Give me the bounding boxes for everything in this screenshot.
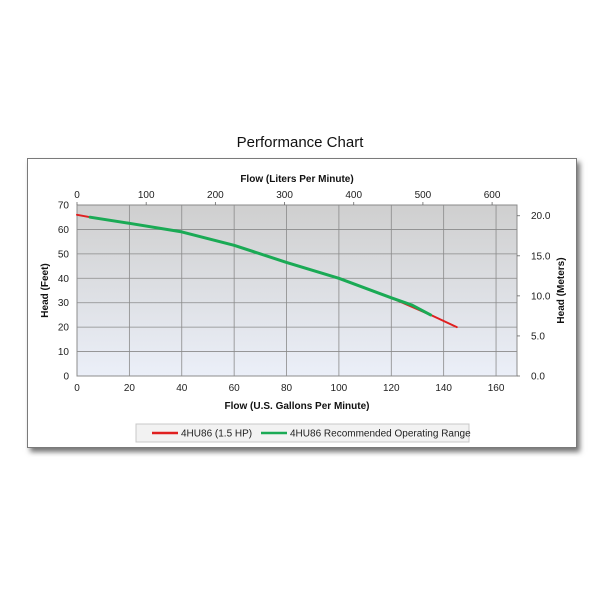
x-tick-label: 80 <box>281 383 293 394</box>
y-tick-label: 40 <box>58 274 70 285</box>
chart-title: Performance Chart <box>236 134 364 151</box>
x2-tick-label: 200 <box>207 190 224 201</box>
left-axis-label: Head (Feet) <box>40 263 51 317</box>
y-tick-label: 10 <box>58 347 70 358</box>
legend: 4HU86 (1.5 HP) 4HU86 Recommended Operati… <box>135 423 471 443</box>
legend-label-4hu86: 4HU86 (1.5 HP) <box>181 429 252 440</box>
y-tick-label: 0 <box>63 372 69 383</box>
y2-tick-label: 20.0 <box>531 211 551 222</box>
y2-tick-label: 15.0 <box>531 251 551 262</box>
x-tick-label: 160 <box>488 383 505 394</box>
bottom-axis-label: Flow (U.S. Gallons Per Minute) <box>224 401 369 412</box>
legend-box <box>135 423 470 443</box>
plot-area <box>76 204 518 377</box>
x-tick-label: 140 <box>435 383 452 394</box>
chart-frame: 0 20 40 60 80 100 120 140 160 0 100 200 300 400 500 600… <box>27 158 577 448</box>
x-tick-label: 60 <box>229 383 241 394</box>
series-line-recommended-range <box>88 215 433 317</box>
x2-tick-label: 300 <box>276 190 293 201</box>
x-tick-label: 20 <box>124 383 136 394</box>
x-tick-label: 40 <box>176 383 188 394</box>
y-tick-label: 30 <box>58 298 70 309</box>
x2-tick-label: 600 <box>484 190 501 201</box>
x2-tick-label: 400 <box>345 190 362 201</box>
y-tick-label: 50 <box>58 249 70 260</box>
y2-tick-label: 10.0 <box>531 291 551 302</box>
x-tick-label: 0 <box>74 383 80 394</box>
y2-tick-label: 0.0 <box>531 372 545 383</box>
y-tick-label: 60 <box>58 225 70 236</box>
y2-tick-label: 5.0 <box>531 331 545 342</box>
top-axis-label: Flow (Liters Per Minute) <box>240 174 353 185</box>
y-tick-label: 20 <box>58 323 70 334</box>
legend-label-recommended-range: 4HU86 Recommended Operating Range <box>290 429 471 440</box>
right-axis-label: Head (Meters) <box>556 257 567 323</box>
x2-tick-label: 500 <box>415 190 432 201</box>
x2-tick-label: 100 <box>138 190 155 201</box>
x2-tick-label: 0 <box>74 190 80 201</box>
gridlines <box>77 204 517 376</box>
x-tick-label: 120 <box>383 383 400 394</box>
y-tick-label: 70 <box>58 201 70 212</box>
x-tick-label: 100 <box>331 383 348 394</box>
series-lines <box>76 213 458 329</box>
